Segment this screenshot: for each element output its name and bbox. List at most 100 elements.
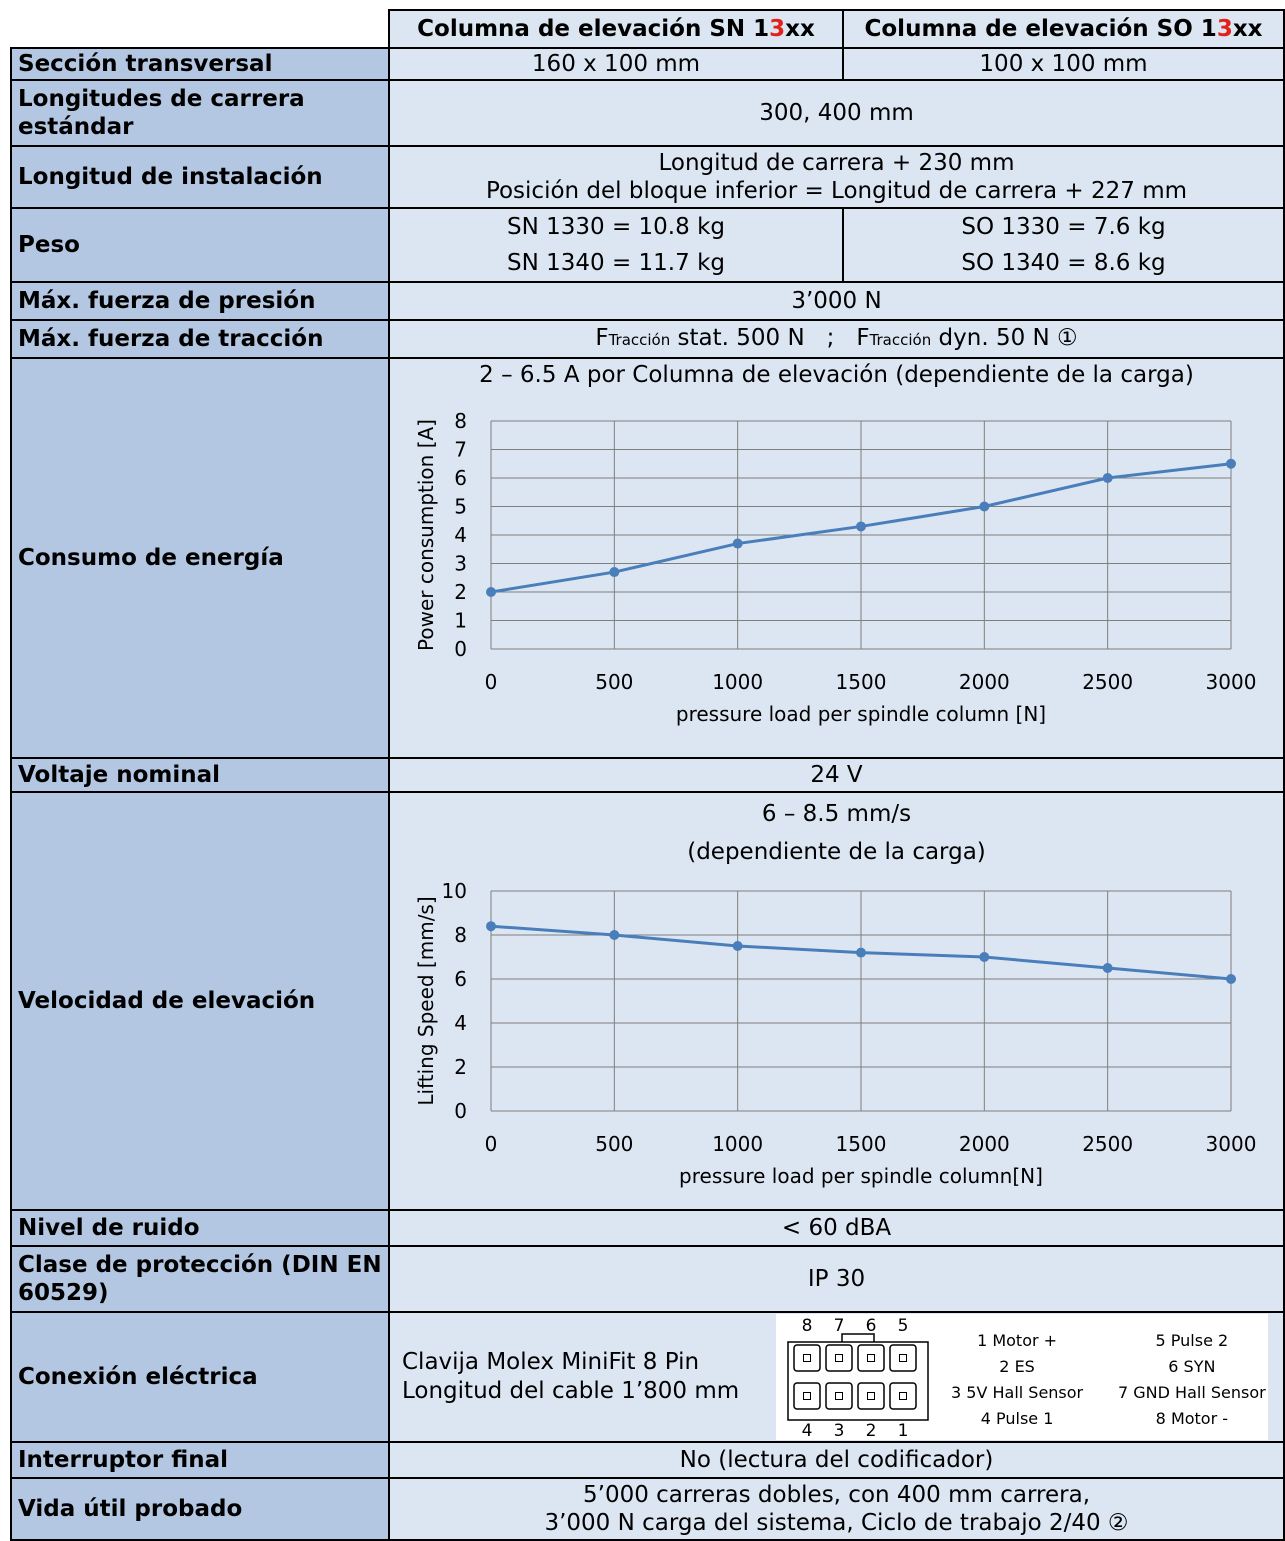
peso-sn-1340: SN 1340 = 11.7 kg — [507, 250, 725, 276]
header-so-column: Columna de elevación SO 13xx — [842, 9, 1285, 49]
y-tick-label: 4 — [454, 1011, 467, 1035]
label-interruptor: Interruptor final — [10, 1441, 390, 1479]
y-axis-label: Power consumption [A] — [414, 419, 438, 651]
y-tick-label: 5 — [454, 495, 467, 519]
power-chart-container: 0 1 2 3 4 5 6 7 8 0 500 1000 1500 2000 2500 3000 pressur… — [396, 395, 1277, 735]
label-velocidad: Velocidad de elevación — [10, 791, 390, 1211]
row-seccion: Sección transversal 160 x 100 mm 100 x 1… — [10, 47, 1285, 81]
x-axis-label: pressure load per spindle column [N] — [676, 702, 1046, 726]
x-tick-label: 500 — [595, 1132, 633, 1156]
row-presion: Máx. fuerza de presión 3’000 N — [10, 281, 1285, 321]
x-tick-label: 2500 — [1082, 1132, 1133, 1156]
x-tick-label: 1000 — [712, 670, 763, 694]
lifting-speed-chart: 0 2 4 6 8 10 0 500 1000 1500 2000 2500 3000 pressure … — [414, 879, 1257, 1188]
label-voltaje: Voltaje nominal — [10, 757, 390, 793]
data-point — [979, 501, 990, 512]
pin-number-bottom: 2 — [866, 1421, 877, 1440]
instalacion-line-1: Longitud de carrera + 230 mm — [658, 150, 1015, 176]
row-peso: Peso SN 1330 = 10.8 kg SN 1340 = 11.7 kg… — [10, 207, 1285, 283]
data-point — [732, 941, 743, 951]
row-instalacion: Longitud de instalación Longitud de carr… — [10, 145, 1285, 209]
conexion-cable-length: Longitud del cable 1’800 mm — [402, 1378, 740, 1404]
x-tick-label: 0 — [485, 1132, 498, 1156]
y-tick-label: 2 — [454, 1055, 467, 1079]
power-consumption-chart: 0 1 2 3 4 5 6 7 8 0 500 1000 1500 2000 2500 3000 pressur… — [414, 409, 1256, 726]
pin-number-top: 6 — [866, 1316, 877, 1336]
label-presion: Máx. fuerza de presión — [10, 281, 390, 321]
pin-contact — [835, 1392, 843, 1400]
pin-contact — [867, 1392, 875, 1400]
x-tick-label: 2000 — [959, 1132, 1010, 1156]
vida-line-2: 3’000 N carga del sistema, Ciclo de trab… — [544, 1510, 1129, 1536]
y-tick-label: 0 — [454, 637, 467, 661]
y-axis-label: Lifting Speed [mm/s] — [414, 896, 438, 1105]
label-conexion: Conexión eléctrica — [10, 1311, 390, 1443]
connector-pinout-drawing: 8 7 6 5 4 3 2 1 — [787, 1316, 929, 1440]
y-tick-label: 4 — [454, 523, 467, 547]
gridlines — [490, 890, 1232, 1112]
pin-4-label: 4 Pulse 1 — [980, 1409, 1054, 1428]
peso-so-1330: SO 1330 = 7.6 kg — [961, 214, 1166, 240]
pin-contact — [867, 1354, 875, 1362]
x-tick-label: 1500 — [836, 670, 887, 694]
x-tick-label: 2500 — [1082, 670, 1133, 694]
row-ruido: Nivel de ruido < 60 dBA — [10, 1209, 1285, 1247]
pin-contact — [899, 1354, 907, 1362]
data-point — [979, 952, 990, 962]
label-vida: Vida útil probado — [10, 1477, 390, 1541]
y-tick-label: 6 — [454, 466, 467, 490]
row-proteccion: Clase de protección (DIN EN 60529) IP 30 — [10, 1245, 1285, 1313]
data-point — [1102, 473, 1113, 483]
value-traccion: FTracción stat. 500 N ; FTracción dyn. 5… — [388, 319, 1285, 359]
y-tick-label: 0 — [454, 1099, 467, 1123]
x-tick-label: 1500 — [836, 1132, 887, 1156]
pin-cells — [793, 1344, 917, 1410]
x-tick-label: 1000 — [712, 1132, 763, 1156]
row-traccion: Máx. fuerza de tracción FTracción stat. … — [10, 319, 1285, 359]
row-interruptor: Interruptor final No (lectura del codifi… — [10, 1441, 1285, 1479]
row-voltaje: Voltaje nominal 24 V — [10, 757, 1285, 793]
x-tick-label: 3000 — [1206, 1132, 1257, 1156]
data-point — [1102, 963, 1113, 973]
vida-line-1: 5’000 carreras dobles, con 400 mm carrer… — [583, 1482, 1090, 1508]
pin-8-label: 8 Motor - — [1155, 1409, 1229, 1428]
label-carrera: Longitudes de carrera estándar — [10, 79, 390, 147]
spec-table: Columna de elevación SN 13xx Columna de … — [10, 9, 1285, 1541]
value-vida: 5’000 carreras dobles, con 400 mm carrer… — [388, 1477, 1285, 1541]
pin-contact — [803, 1354, 811, 1362]
pin-legend-right: 5 Pulse 2 6 SYN 7 GND Hall Sensor 8 Moto… — [1118, 1328, 1266, 1432]
y-tick-label: 10 — [442, 879, 467, 903]
pin-number-bottom: 4 — [802, 1421, 813, 1440]
x-tick-label: 0 — [485, 670, 498, 694]
data-point — [856, 947, 866, 958]
gridlines — [490, 420, 1232, 650]
data-point — [486, 921, 496, 932]
data-point — [1226, 974, 1236, 984]
value-ruido: < 60 dBA — [388, 1209, 1285, 1247]
value-voltaje: 24 V — [388, 757, 1285, 793]
consumo-title: 2 – 6.5 A por Columna de elevación (depe… — [479, 362, 1194, 388]
velocidad-title-1: 6 – 8.5 mm/s — [761, 801, 912, 827]
value-presion: 3’000 N — [388, 281, 1285, 321]
x-tick-label: 500 — [595, 670, 633, 694]
y-tick-label: 6 — [454, 967, 467, 991]
value-consumo: 2 – 6.5 A por Columna de elevación (depe… — [388, 357, 1285, 759]
value-carrera: 300, 400 mm — [388, 79, 1285, 147]
pin-numbers: 8 7 6 5 4 3 2 1 — [802, 1316, 909, 1440]
label-seccion: Sección transversal — [10, 47, 390, 81]
value-conexion: Clavija Molex MiniFit 8 Pin Longitud del… — [388, 1311, 1285, 1443]
peso-sn-1330: SN 1330 = 10.8 kg — [507, 214, 725, 240]
label-instalacion: Longitud de instalación — [10, 145, 390, 209]
pin-6-label: 6 SYN — [1168, 1357, 1216, 1376]
value-instalacion: Longitud de carrera + 230 mm Posición de… — [388, 145, 1285, 209]
velocidad-title-2: (dependiente de la carga) — [687, 839, 986, 865]
y-tick-label: 3 — [454, 552, 467, 576]
conexion-plug: Clavija Molex MiniFit 8 Pin — [402, 1349, 700, 1375]
value-velocidad: 6 – 8.5 mm/s (dependiente de la carga) 0… — [388, 791, 1285, 1211]
label-consumo: Consumo de energía — [10, 357, 390, 759]
label-ruido: Nivel de ruido — [10, 1209, 390, 1247]
label-peso: Peso — [10, 207, 390, 283]
pin-number-top: 7 — [834, 1316, 845, 1336]
label-proteccion: Clase de protección (DIN EN 60529) — [10, 1245, 390, 1313]
